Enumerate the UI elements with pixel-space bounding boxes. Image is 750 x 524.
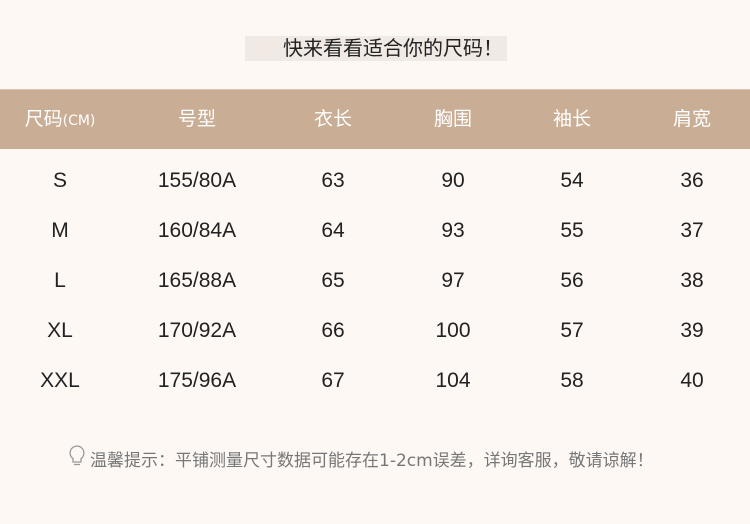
tip: 温馨提示：平铺测量尺寸数据可能存在1-2cm误差，详询客服，敬请谅解！ xyxy=(68,444,654,473)
column-header-label: 肩宽 xyxy=(672,108,711,130)
table-cell: 155/80A xyxy=(157,169,237,192)
column-header: 胸围 xyxy=(393,90,513,149)
table-cell: 38 xyxy=(680,269,704,292)
table-cell: S xyxy=(52,169,67,192)
table-cell: 160/84A xyxy=(157,219,237,242)
table-cell: 67 xyxy=(321,369,345,392)
column-header-label: 号型 xyxy=(177,108,216,130)
table-cell: 57 xyxy=(560,319,584,342)
table-cell: 54 xyxy=(560,169,584,192)
table-cell: XL xyxy=(47,319,73,342)
column-header-label: 胸围 xyxy=(433,108,472,130)
table-header: 尺码(CM) 号型 衣长 胸围 袖长 肩宽 xyxy=(0,89,750,149)
column-header-label: 尺码 xyxy=(24,108,63,130)
table-cell: 64 xyxy=(321,219,345,242)
table-cell: 55 xyxy=(560,219,584,242)
unit-label: (CM) xyxy=(62,113,96,129)
table-cell: L xyxy=(54,269,66,292)
table-cell: 104 xyxy=(435,369,471,392)
table-cell: 165/88A xyxy=(157,269,237,292)
table-cell: 36 xyxy=(680,169,704,192)
table-cell: 93 xyxy=(441,219,465,242)
page-title: 快来看看适合你的尺码！ xyxy=(245,36,507,61)
table-cell: 65 xyxy=(321,269,345,292)
table-cell: XXL xyxy=(40,369,80,392)
table-cell: M xyxy=(51,219,69,242)
table-cell: 97 xyxy=(441,269,465,292)
column-header: 衣长 xyxy=(273,90,393,149)
table-cell: 170/92A xyxy=(157,319,237,342)
column-header: 肩宽 xyxy=(632,90,750,149)
table-cell: 175/96A xyxy=(157,369,237,392)
column-header-label: 袖长 xyxy=(552,108,591,130)
lightbulb-icon xyxy=(68,444,86,473)
column-header: 号型 xyxy=(137,90,257,149)
table-cell: 66 xyxy=(321,319,345,342)
table-cell: 40 xyxy=(680,369,704,392)
table-cell: 37 xyxy=(680,219,704,242)
table-cell: 90 xyxy=(441,169,465,192)
column-header: 袖长 xyxy=(512,90,632,149)
column-header: 尺码(CM) xyxy=(0,90,120,149)
table-cell: 56 xyxy=(560,269,584,292)
tip-text: 温馨提示：平铺测量尺寸数据可能存在1-2cm误差，详询客服，敬请谅解！ xyxy=(90,451,654,471)
table-cell: 39 xyxy=(680,319,704,342)
table-cell: 58 xyxy=(560,369,584,392)
table-cell: 63 xyxy=(321,169,345,192)
column-header-label: 衣长 xyxy=(313,108,352,130)
table-cell: 100 xyxy=(435,319,471,342)
